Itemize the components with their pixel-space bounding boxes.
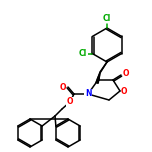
Text: O: O — [121, 86, 128, 95]
Text: N: N — [85, 90, 91, 98]
Polygon shape — [97, 72, 100, 80]
Text: O: O — [123, 69, 130, 78]
Text: Cl: Cl — [79, 49, 87, 58]
Polygon shape — [96, 73, 100, 83]
Text: O: O — [67, 97, 73, 107]
Text: O: O — [59, 83, 66, 92]
Text: Cl: Cl — [103, 14, 111, 23]
